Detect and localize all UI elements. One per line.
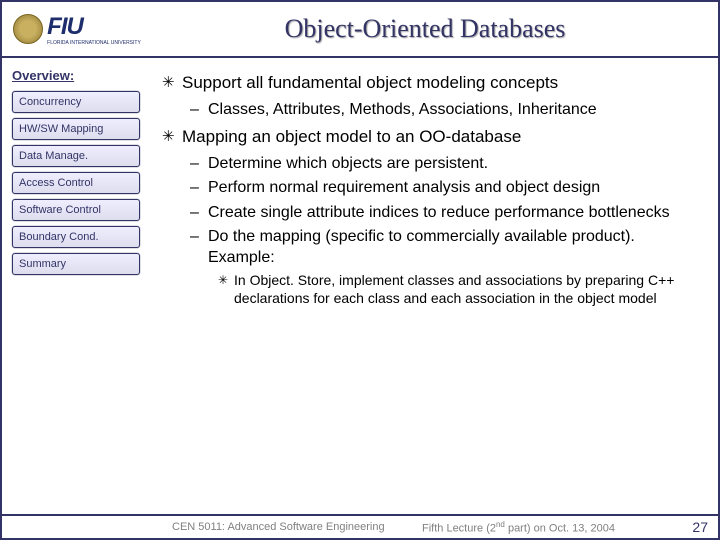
footer: CEN 5011: Advanced Software Engineering … <box>2 514 718 538</box>
bullet-text: Create single attribute indices to reduc… <box>208 203 670 223</box>
bullet-text: Support all fundamental object modeling … <box>182 72 558 94</box>
snowflake-icon: ✳ <box>162 72 182 94</box>
bullet-text: Determine which objects are persistent. <box>208 154 488 174</box>
footer-lecture-sup: nd <box>496 520 505 529</box>
dash-icon: – <box>190 178 208 198</box>
bullet-l2: – Do the mapping (specific to commercial… <box>190 227 702 268</box>
snowflake-icon: ✳ <box>162 126 182 148</box>
bullet-l1: ✳ Support all fundamental object modelin… <box>162 72 702 94</box>
footer-course: CEN 5011: Advanced Software Engineering <box>172 521 385 533</box>
footer-lecture-post: part) on Oct. 13, 2004 <box>505 522 615 534</box>
bullet-l1: ✳ Mapping an object model to an OO-datab… <box>162 126 702 148</box>
bullet-l2: – Perform normal requirement analysis an… <box>190 178 702 198</box>
page-number: 27 <box>692 519 708 535</box>
page-title: Object-Oriented Databases <box>152 14 718 44</box>
main: Overview: Concurrency HW/SW Mapping Data… <box>2 58 718 514</box>
sidebar-item-label: Software Control <box>19 204 101 216</box>
sidebar-item-summary[interactable]: Summary <box>12 253 140 275</box>
sidebar-item-label: Concurrency <box>19 96 81 108</box>
sidebar: Overview: Concurrency HW/SW Mapping Data… <box>2 58 152 514</box>
bullet-text: Mapping an object model to an OO-databas… <box>182 126 521 148</box>
bullet-l3: ✳ In Object. Store, implement classes an… <box>218 272 702 308</box>
footer-lecture: Fifth Lecture (2nd part) on Oct. 13, 200… <box>422 520 615 535</box>
sidebar-item-label: Summary <box>19 258 66 270</box>
dash-icon: – <box>190 227 208 268</box>
bullet-text: Classes, Attributes, Methods, Associatio… <box>208 100 597 120</box>
dash-icon: – <box>190 203 208 223</box>
sidebar-item-data[interactable]: Data Manage. <box>12 145 140 167</box>
footer-lecture-pre: Fifth Lecture (2 <box>422 522 496 534</box>
dash-icon: – <box>190 154 208 174</box>
logo: FIU FLORIDA INTERNATIONAL UNIVERSITY <box>2 2 152 56</box>
header: FIU FLORIDA INTERNATIONAL UNIVERSITY Obj… <box>2 2 718 58</box>
sidebar-item-access[interactable]: Access Control <box>12 172 140 194</box>
bullet-l2: – Classes, Attributes, Methods, Associat… <box>190 100 702 120</box>
logo-seal-icon <box>13 14 43 44</box>
logo-text: FIU <box>47 13 141 41</box>
snowflake-icon: ✳ <box>218 272 234 308</box>
logo-text-wrap: FIU FLORIDA INTERNATIONAL UNIVERSITY <box>47 13 141 46</box>
sidebar-heading: Overview: <box>12 68 142 83</box>
bullet-text: In Object. Store, implement classes and … <box>234 272 702 308</box>
content: ✳ Support all fundamental object modelin… <box>152 58 718 514</box>
sidebar-item-hwsw[interactable]: HW/SW Mapping <box>12 118 140 140</box>
sidebar-item-label: Boundary Cond. <box>19 231 99 243</box>
bullet-l2: – Determine which objects are persistent… <box>190 154 702 174</box>
sidebar-item-label: HW/SW Mapping <box>19 123 103 135</box>
sidebar-item-label: Data Manage. <box>19 150 88 162</box>
sidebar-item-boundary[interactable]: Boundary Cond. <box>12 226 140 248</box>
bullet-text: Do the mapping (specific to commercially… <box>208 227 702 268</box>
dash-icon: – <box>190 100 208 120</box>
sidebar-item-software[interactable]: Software Control <box>12 199 140 221</box>
bullet-l2: – Create single attribute indices to red… <box>190 203 702 223</box>
bullet-text: Perform normal requirement analysis and … <box>208 178 600 198</box>
sidebar-item-label: Access Control <box>19 177 93 189</box>
logo-subtext: FLORIDA INTERNATIONAL UNIVERSITY <box>47 41 141 46</box>
sidebar-item-concurrency[interactable]: Concurrency <box>12 91 140 113</box>
